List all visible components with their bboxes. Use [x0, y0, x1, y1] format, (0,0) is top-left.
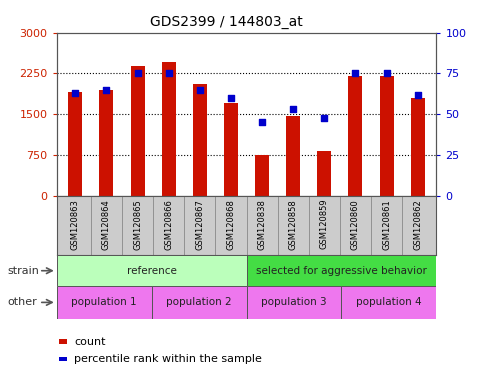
Text: percentile rank within the sample: percentile rank within the sample — [74, 354, 262, 364]
Text: selected for aggressive behavior: selected for aggressive behavior — [256, 266, 427, 276]
Bar — [131, 66, 144, 196]
Text: population 4: population 4 — [356, 297, 422, 308]
Text: other: other — [7, 297, 37, 308]
Bar — [100, 90, 113, 196]
Text: GSM120861: GSM120861 — [382, 199, 391, 250]
Point — [196, 87, 204, 93]
Text: GSM120864: GSM120864 — [102, 199, 111, 250]
Bar — [152, 286, 246, 319]
Point — [320, 114, 328, 121]
Text: GSM120866: GSM120866 — [164, 199, 173, 250]
Text: population 2: population 2 — [166, 297, 232, 308]
Point — [289, 106, 297, 113]
Bar — [224, 103, 238, 196]
Text: strain: strain — [7, 266, 39, 276]
Bar — [162, 62, 176, 196]
Text: count: count — [74, 337, 106, 347]
Text: GSM120863: GSM120863 — [71, 199, 80, 250]
Bar — [193, 84, 207, 196]
Text: population 3: population 3 — [261, 297, 327, 308]
Bar — [380, 76, 393, 196]
Bar — [246, 286, 341, 319]
Bar — [286, 116, 300, 196]
Text: GSM120862: GSM120862 — [413, 199, 422, 250]
Bar — [57, 286, 152, 319]
Bar — [69, 93, 82, 196]
Text: GSM120865: GSM120865 — [133, 199, 142, 250]
Bar — [255, 155, 269, 196]
Point — [383, 70, 390, 76]
Point — [134, 70, 141, 76]
Text: GSM120860: GSM120860 — [351, 199, 360, 250]
Bar — [349, 76, 362, 196]
Point — [165, 70, 173, 76]
Text: GSM120858: GSM120858 — [289, 199, 298, 250]
Text: GSM120859: GSM120859 — [320, 199, 329, 250]
Bar — [341, 286, 436, 319]
Text: population 1: population 1 — [71, 297, 137, 308]
Bar — [57, 255, 246, 286]
Bar — [246, 255, 436, 286]
Point — [71, 90, 79, 96]
Point — [352, 70, 359, 76]
Bar — [317, 151, 331, 196]
Point — [227, 95, 235, 101]
Text: reference: reference — [127, 266, 176, 276]
Point — [258, 119, 266, 126]
Text: GSM120838: GSM120838 — [257, 199, 267, 250]
Text: GSM120868: GSM120868 — [226, 199, 236, 250]
Point — [414, 92, 422, 98]
Text: GSM120867: GSM120867 — [195, 199, 204, 250]
Bar — [411, 98, 424, 196]
Text: GDS2399 / 144803_at: GDS2399 / 144803_at — [150, 15, 303, 29]
Point — [103, 87, 110, 93]
